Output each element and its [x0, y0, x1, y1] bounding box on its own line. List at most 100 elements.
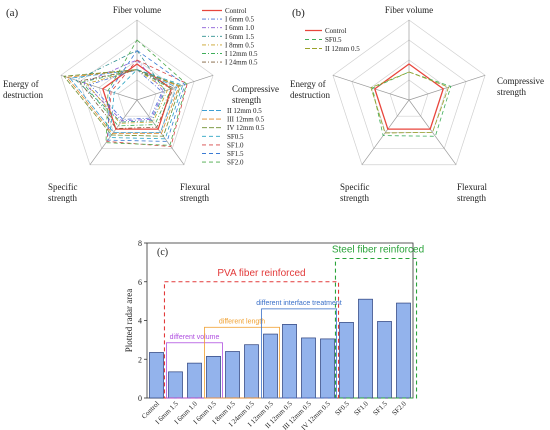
- pva-label: PVA fiber reinforced: [217, 268, 305, 279]
- series-0-polygon: [101, 63, 173, 130]
- axis-label-3: strength: [48, 193, 77, 203]
- y-tick-label: 4: [138, 317, 142, 326]
- legend-label: SF0.5: [227, 133, 244, 141]
- grid-ring: [332, 19, 486, 166]
- axis-spoke: [361, 99, 410, 165]
- legend-label: II 12mm 0.5: [227, 107, 262, 115]
- legend-label: SF0.5: [325, 36, 342, 44]
- grid-ring: [351, 39, 467, 149]
- volume-label: different volume: [170, 334, 220, 341]
- x-tick-label: SF1.5: [372, 399, 390, 417]
- axis-label-0: Fiber volume: [113, 5, 161, 15]
- axis-label-1: Compressive: [232, 84, 279, 94]
- axis-label-1: strength: [497, 87, 526, 97]
- axis-label-2: Flexural: [457, 182, 487, 192]
- series-4-polygon: [86, 69, 168, 124]
- bar: [282, 324, 297, 399]
- bar: [320, 338, 335, 399]
- interface-box: [261, 308, 337, 399]
- axis-label-4: destruction: [3, 90, 43, 100]
- axis-label-3: Specific: [48, 182, 78, 192]
- radar-chart-b: (b) Fiber volumeCompressivestrengthFlexur…: [290, 5, 544, 203]
- axis-label-2: strength: [457, 193, 486, 203]
- legend-label: SF1.0: [227, 141, 244, 149]
- legend-label: I 12mm 0.5: [225, 50, 258, 58]
- legend-label: I 24mm 0.5: [225, 59, 258, 67]
- radar-chart-a: (a) Fiber volumeCompressivestrengthFlexur…: [3, 5, 279, 203]
- panel-label: (b): [292, 7, 305, 19]
- length-box: [204, 326, 280, 399]
- series-13-polygon: [105, 39, 187, 146]
- series-1-polygon: [89, 69, 163, 120]
- axis-label-1: strength: [232, 95, 261, 105]
- plot-frame: [146, 242, 414, 399]
- series-11-polygon: [106, 59, 188, 148]
- bar: [168, 371, 183, 399]
- axis-label-2: strength: [180, 193, 209, 203]
- axis-label-4: Energy of: [290, 79, 326, 89]
- series-9-polygon: [63, 69, 181, 137]
- bar: [263, 333, 278, 399]
- grid-ring: [60, 19, 214, 166]
- bar: [339, 322, 354, 399]
- axis-spoke: [408, 99, 457, 165]
- bar: [187, 362, 202, 399]
- legend-label: II 12mm 0.5: [325, 45, 360, 53]
- axis-spoke: [89, 99, 138, 165]
- legend-label: SF1.5: [227, 150, 244, 158]
- pva-box: [163, 281, 340, 399]
- bar: [358, 298, 373, 399]
- y-tick-label: 8: [138, 239, 142, 248]
- bar: [206, 355, 221, 399]
- axis-label-1: Compressive: [497, 76, 544, 86]
- y-tick-label: 0: [138, 394, 142, 403]
- series-8-polygon: [66, 69, 180, 135]
- axis-label-4: destruction: [290, 90, 330, 100]
- legend-label: I 6mm 1.5: [225, 33, 254, 41]
- series-10-polygon: [109, 69, 184, 140]
- axis-spoke: [60, 74, 138, 101]
- interface-label: different interface treatment: [256, 300, 342, 307]
- axis-label-3: Specific: [340, 182, 370, 192]
- bar: [149, 352, 164, 399]
- bar: [377, 321, 392, 399]
- legend-label: I 6mm 1.0: [225, 24, 254, 32]
- legend-label: SF2.0: [227, 159, 244, 167]
- series-5-polygon: [81, 69, 172, 127]
- series-2-polygon: [83, 59, 165, 122]
- volume-box: [166, 342, 223, 399]
- x-tick-label: SF2.0: [391, 399, 409, 417]
- axis-spoke: [408, 74, 486, 101]
- y-tick-label: 6: [138, 278, 142, 287]
- series-1-polygon: [372, 71, 452, 137]
- x-tick-label: SF0.5: [334, 399, 352, 417]
- grid-ring: [117, 79, 157, 117]
- axis-label-4: Energy of: [3, 79, 39, 89]
- x-tick-label: SF1.0: [353, 399, 371, 417]
- y-tick-label: 2: [138, 355, 142, 364]
- grid-ring: [389, 79, 429, 117]
- legend-label: Control: [225, 7, 246, 15]
- legend-label: III 12mm 0.5: [227, 116, 265, 124]
- legend-label: IV 12mm 0.5: [227, 124, 265, 132]
- axis-label-3: strength: [340, 193, 369, 203]
- panel-label: (a): [6, 7, 19, 19]
- legend-label: I 6mm 0.5: [225, 16, 254, 24]
- legend-label: Control: [325, 27, 346, 35]
- axis-spoke: [136, 74, 214, 101]
- axis-label-0: Fiber volume: [385, 5, 433, 15]
- length-label: different length: [219, 318, 265, 325]
- series-12-polygon: [107, 49, 186, 142]
- bar: [396, 302, 411, 399]
- legend-label: I 8mm 0.5: [225, 41, 254, 49]
- steel-box: [334, 257, 418, 399]
- bar: [301, 337, 316, 399]
- panel-label: (c): [157, 247, 168, 258]
- series-7-polygon: [69, 69, 178, 133]
- y-axis-title: Plotted radar area: [124, 289, 134, 352]
- series-2-polygon: [370, 71, 450, 134]
- steel-label: Steel fiber reinforced: [332, 245, 424, 256]
- bar: [225, 351, 240, 399]
